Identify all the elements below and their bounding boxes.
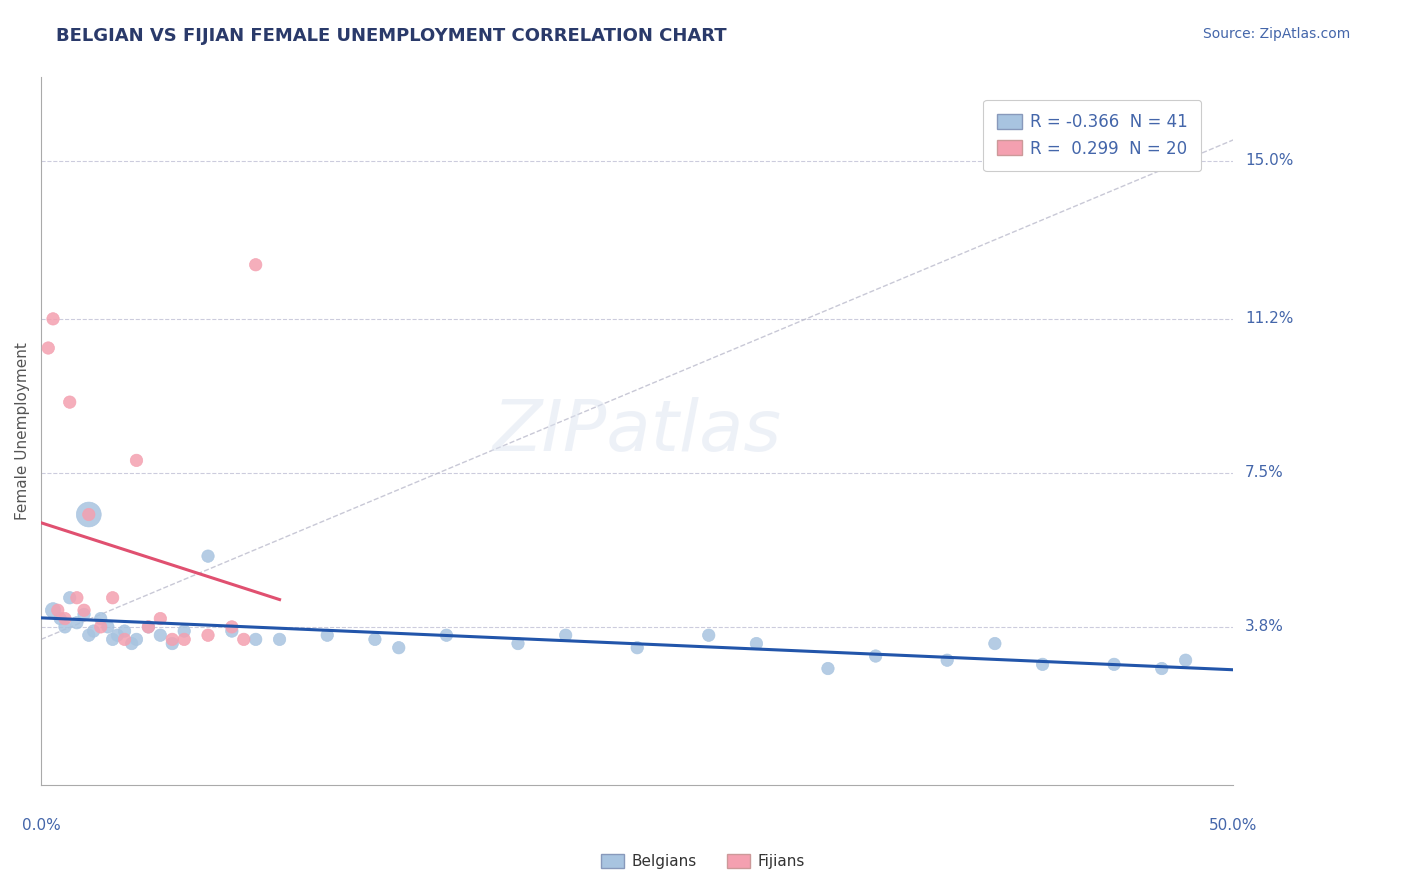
Point: [1174, 653, 1197, 667]
Point: [73, 607, 96, 622]
Point: [49, 611, 72, 625]
Point: [245, 632, 267, 647]
Point: [42, 603, 65, 617]
Point: [46, 603, 69, 617]
Point: [436, 628, 458, 642]
Point: [364, 632, 387, 647]
Point: [125, 632, 148, 647]
Point: [149, 628, 172, 642]
Point: [114, 632, 136, 647]
Point: [1032, 657, 1054, 672]
Text: Source: ZipAtlas.com: Source: ZipAtlas.com: [1202, 27, 1350, 41]
Point: [984, 636, 1007, 650]
Point: [626, 640, 648, 655]
Point: [388, 640, 411, 655]
Point: [53, 620, 76, 634]
Text: 7.5%: 7.5%: [1246, 466, 1284, 481]
Point: [1102, 657, 1125, 672]
Point: [232, 632, 254, 647]
Point: [817, 661, 839, 675]
Text: 15.0%: 15.0%: [1246, 153, 1294, 169]
Point: [162, 632, 184, 647]
Legend: R = -0.366  N = 41, R =  0.299  N = 20: R = -0.366 N = 41, R = 0.299 N = 20: [983, 100, 1201, 171]
Point: [197, 549, 219, 563]
Point: [197, 628, 219, 642]
Point: [66, 615, 89, 630]
Point: [173, 632, 195, 647]
Point: [90, 611, 112, 625]
Point: [149, 611, 172, 625]
Point: [73, 603, 96, 617]
Point: [121, 636, 143, 650]
Point: [101, 632, 124, 647]
Y-axis label: Female Unemployment: Female Unemployment: [15, 343, 30, 520]
Point: [316, 628, 339, 642]
Text: ZIPatlas: ZIPatlas: [492, 397, 782, 466]
Point: [59, 395, 82, 409]
Point: [745, 636, 768, 650]
Point: [97, 620, 120, 634]
Point: [506, 636, 529, 650]
Point: [221, 624, 243, 638]
Point: [59, 591, 82, 605]
Point: [138, 620, 160, 634]
Point: [865, 648, 887, 663]
Point: [936, 653, 959, 667]
Point: [162, 636, 184, 650]
Point: [77, 508, 100, 522]
Text: 3.8%: 3.8%: [1246, 619, 1284, 634]
Point: [66, 591, 89, 605]
Point: [173, 624, 195, 638]
Point: [1150, 661, 1173, 675]
Point: [245, 258, 267, 272]
Point: [37, 341, 59, 355]
Point: [42, 311, 65, 326]
Point: [554, 628, 576, 642]
Point: [53, 611, 76, 625]
Point: [269, 632, 291, 647]
Point: [138, 620, 160, 634]
Text: 0.0%: 0.0%: [21, 818, 60, 833]
Point: [697, 628, 720, 642]
Legend: Belgians, Fijians: Belgians, Fijians: [595, 848, 811, 875]
Text: BELGIAN VS FIJIAN FEMALE UNEMPLOYMENT CORRELATION CHART: BELGIAN VS FIJIAN FEMALE UNEMPLOYMENT CO…: [56, 27, 727, 45]
Point: [77, 508, 100, 522]
Point: [125, 453, 148, 467]
Point: [107, 628, 129, 642]
Point: [90, 620, 112, 634]
Point: [114, 624, 136, 638]
Point: [101, 591, 124, 605]
Text: 11.2%: 11.2%: [1246, 311, 1294, 326]
Point: [77, 628, 100, 642]
Point: [83, 624, 105, 638]
Text: 50.0%: 50.0%: [1209, 818, 1257, 833]
Point: [221, 620, 243, 634]
